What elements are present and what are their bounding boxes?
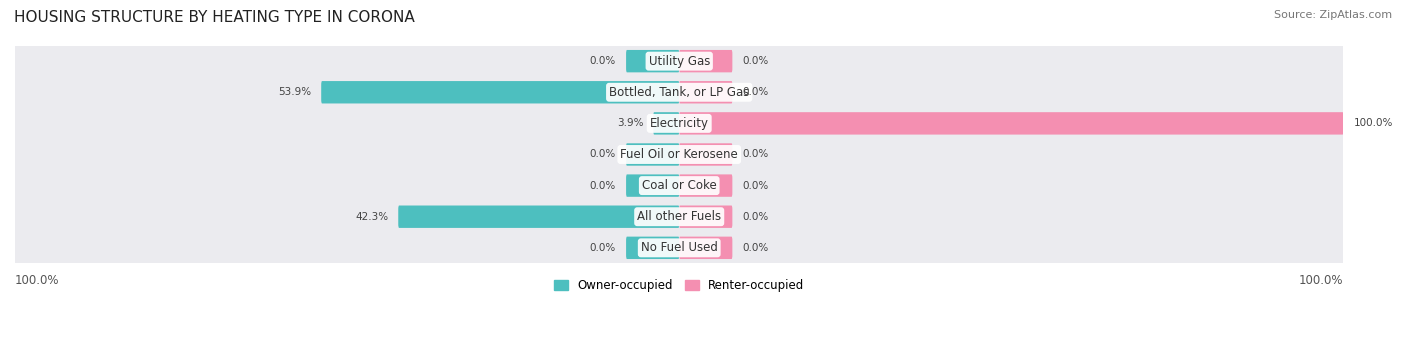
- Text: Coal or Coke: Coal or Coke: [643, 179, 717, 192]
- Text: 53.9%: 53.9%: [278, 87, 311, 97]
- Text: 0.0%: 0.0%: [591, 56, 616, 66]
- Text: 0.0%: 0.0%: [591, 150, 616, 159]
- FancyBboxPatch shape: [679, 50, 733, 72]
- FancyBboxPatch shape: [679, 174, 733, 197]
- Text: 0.0%: 0.0%: [591, 243, 616, 253]
- FancyBboxPatch shape: [626, 50, 679, 72]
- Text: 0.0%: 0.0%: [742, 181, 769, 191]
- Text: 0.0%: 0.0%: [742, 212, 769, 222]
- FancyBboxPatch shape: [679, 237, 733, 259]
- Bar: [15, 139, 1344, 170]
- Text: 0.0%: 0.0%: [742, 243, 769, 253]
- FancyBboxPatch shape: [654, 112, 679, 135]
- Text: 100.0%: 100.0%: [1299, 274, 1344, 287]
- Text: 42.3%: 42.3%: [356, 212, 388, 222]
- Text: 3.9%: 3.9%: [617, 118, 644, 129]
- Text: Electricity: Electricity: [650, 117, 709, 130]
- Text: Source: ZipAtlas.com: Source: ZipAtlas.com: [1274, 10, 1392, 20]
- FancyBboxPatch shape: [679, 143, 733, 166]
- Text: 0.0%: 0.0%: [742, 150, 769, 159]
- Text: Utility Gas: Utility Gas: [648, 55, 710, 68]
- Legend: Owner-occupied, Renter-occupied: Owner-occupied, Renter-occupied: [550, 274, 810, 297]
- FancyBboxPatch shape: [626, 143, 679, 166]
- Text: Fuel Oil or Kerosene: Fuel Oil or Kerosene: [620, 148, 738, 161]
- Text: 100.0%: 100.0%: [1354, 118, 1393, 129]
- Bar: [15, 170, 1344, 201]
- FancyBboxPatch shape: [679, 112, 1344, 135]
- Text: 0.0%: 0.0%: [591, 181, 616, 191]
- Text: 0.0%: 0.0%: [742, 87, 769, 97]
- Text: 0.0%: 0.0%: [742, 56, 769, 66]
- FancyBboxPatch shape: [626, 237, 679, 259]
- FancyBboxPatch shape: [398, 205, 679, 228]
- Text: All other Fuels: All other Fuels: [637, 210, 721, 223]
- Text: Bottled, Tank, or LP Gas: Bottled, Tank, or LP Gas: [609, 86, 749, 99]
- Bar: [15, 201, 1344, 232]
- Text: HOUSING STRUCTURE BY HEATING TYPE IN CORONA: HOUSING STRUCTURE BY HEATING TYPE IN COR…: [14, 10, 415, 25]
- Bar: [15, 232, 1344, 264]
- Text: 100.0%: 100.0%: [15, 274, 59, 287]
- Bar: [15, 46, 1344, 77]
- Bar: [15, 108, 1344, 139]
- FancyBboxPatch shape: [679, 205, 733, 228]
- FancyBboxPatch shape: [679, 81, 733, 103]
- Text: No Fuel Used: No Fuel Used: [641, 241, 717, 254]
- FancyBboxPatch shape: [321, 81, 679, 103]
- FancyBboxPatch shape: [626, 174, 679, 197]
- Bar: [15, 77, 1344, 108]
